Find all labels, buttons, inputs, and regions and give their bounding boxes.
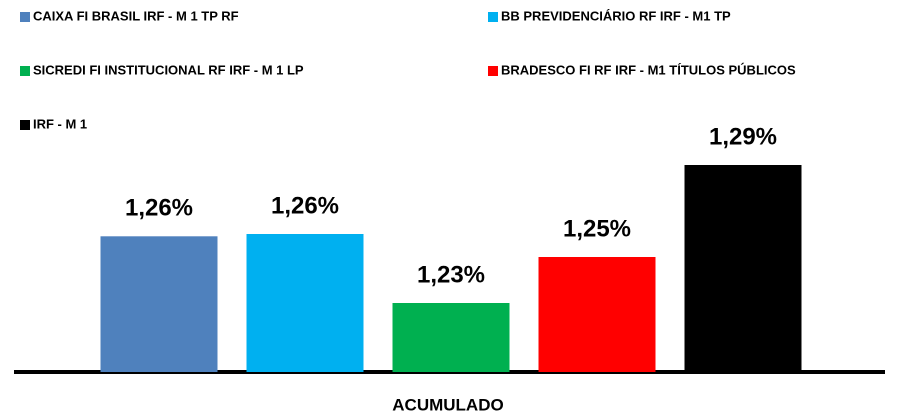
legend-swatch bbox=[20, 12, 30, 22]
value-label: 1,29% bbox=[709, 123, 777, 150]
bar bbox=[684, 165, 802, 372]
legend-label: IRF - M 1 bbox=[33, 116, 87, 131]
legend-swatch bbox=[20, 66, 30, 76]
legend-label: BB PREVIDENCIÁRIO RF IRF - M1 TP bbox=[501, 8, 731, 23]
legend-swatch bbox=[20, 120, 30, 130]
category-label: ACUMULADO bbox=[392, 395, 503, 414]
value-label: 1,26% bbox=[271, 192, 339, 219]
legend-label: SICREDI FI INSTITUCIONAL RF IRF - M 1 LP bbox=[33, 62, 304, 77]
legend-label: BRADESCO FI RF IRF - M1 TÍTULOS PÚBLICOS bbox=[501, 62, 796, 77]
value-label: 1,23% bbox=[417, 261, 485, 288]
bar bbox=[246, 234, 364, 372]
legend-label: CAIXA FI BRASIL IRF - M 1 TP RF bbox=[33, 8, 239, 23]
legend-swatch bbox=[488, 66, 498, 76]
bar bbox=[392, 303, 510, 372]
value-label: 1,25% bbox=[563, 215, 631, 242]
legend-swatch bbox=[488, 12, 498, 22]
bar bbox=[100, 236, 218, 372]
bar bbox=[538, 257, 656, 372]
value-label: 1,26% bbox=[125, 195, 193, 222]
